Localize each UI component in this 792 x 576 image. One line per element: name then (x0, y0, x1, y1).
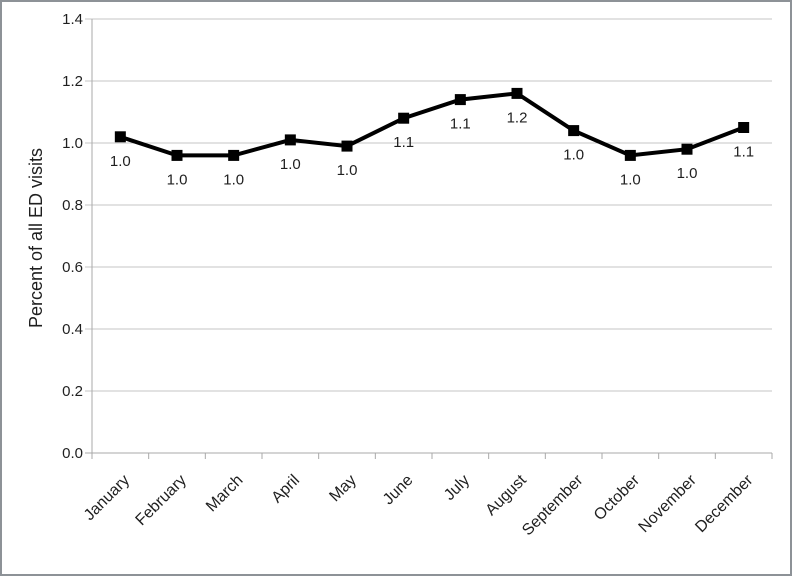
x-tick-label: August (483, 471, 531, 519)
data-point-label: 1.0 (620, 171, 641, 188)
data-point-marker (284, 134, 296, 146)
data-point-label: 1.0 (677, 165, 698, 182)
data-point-marker (738, 122, 750, 133)
x-tick-label: October (591, 471, 644, 524)
label-layer: 0.0 0.2 0.4 0.6 0.8 1.0 1.2 1.4 January February M… (62, 11, 757, 539)
x-tick-label: April (269, 472, 304, 507)
x-tick-label: December (692, 471, 757, 536)
y-tick-label: 0.4 (62, 321, 83, 338)
y-axis-title: Percent of all ED visits (26, 148, 46, 328)
y-tick-label: 1.0 (62, 135, 83, 152)
data-point-label: 1.0 (223, 171, 244, 188)
data-point-label: 1.0 (110, 153, 131, 170)
data-point-marker (228, 149, 240, 161)
grid-layer (85, 18, 772, 454)
data-point-marker (454, 94, 466, 106)
data-point-marker (341, 140, 353, 152)
x-tick-label: March (203, 472, 246, 515)
x-tick-label: July (441, 472, 473, 504)
x-tick-label: May (326, 472, 359, 505)
y-tick-label: 1.4 (62, 11, 83, 28)
data-point-label: 1.1 (733, 144, 754, 161)
data-point-label: 1.2 (507, 109, 528, 126)
data-point-marker (568, 125, 580, 137)
data-point-marker (681, 143, 693, 155)
series-line (119, 91, 745, 158)
x-tick-label: February (133, 472, 190, 529)
y-tick-label: 1.2 (62, 73, 83, 90)
axis-layer (91, 19, 773, 459)
data-point-label: 1.0 (563, 147, 584, 164)
data-point-marker (114, 131, 126, 143)
y-tick-label: 0.0 (62, 445, 83, 462)
data-point-marker (511, 87, 523, 99)
y-tick-label: 0.6 (62, 259, 83, 276)
x-tick-label: January (81, 472, 133, 524)
data-point-label: 1.0 (337, 162, 358, 179)
data-point-marker (171, 149, 183, 161)
x-tick-label: November (636, 471, 701, 536)
data-point-label: 1.0 (167, 171, 188, 188)
data-point-label: 1.1 (393, 134, 414, 151)
data-point-label: 1.0 (280, 156, 301, 173)
y-tick-label: 0.8 (62, 197, 83, 214)
series-layer (114, 87, 750, 161)
y-tick-label: 0.2 (62, 383, 83, 400)
x-tick-label: September (519, 471, 587, 539)
data-point-label: 1.1 (450, 116, 471, 133)
data-point-marker (398, 112, 410, 124)
x-tick-label: June (380, 472, 417, 509)
data-point-marker (624, 149, 636, 161)
